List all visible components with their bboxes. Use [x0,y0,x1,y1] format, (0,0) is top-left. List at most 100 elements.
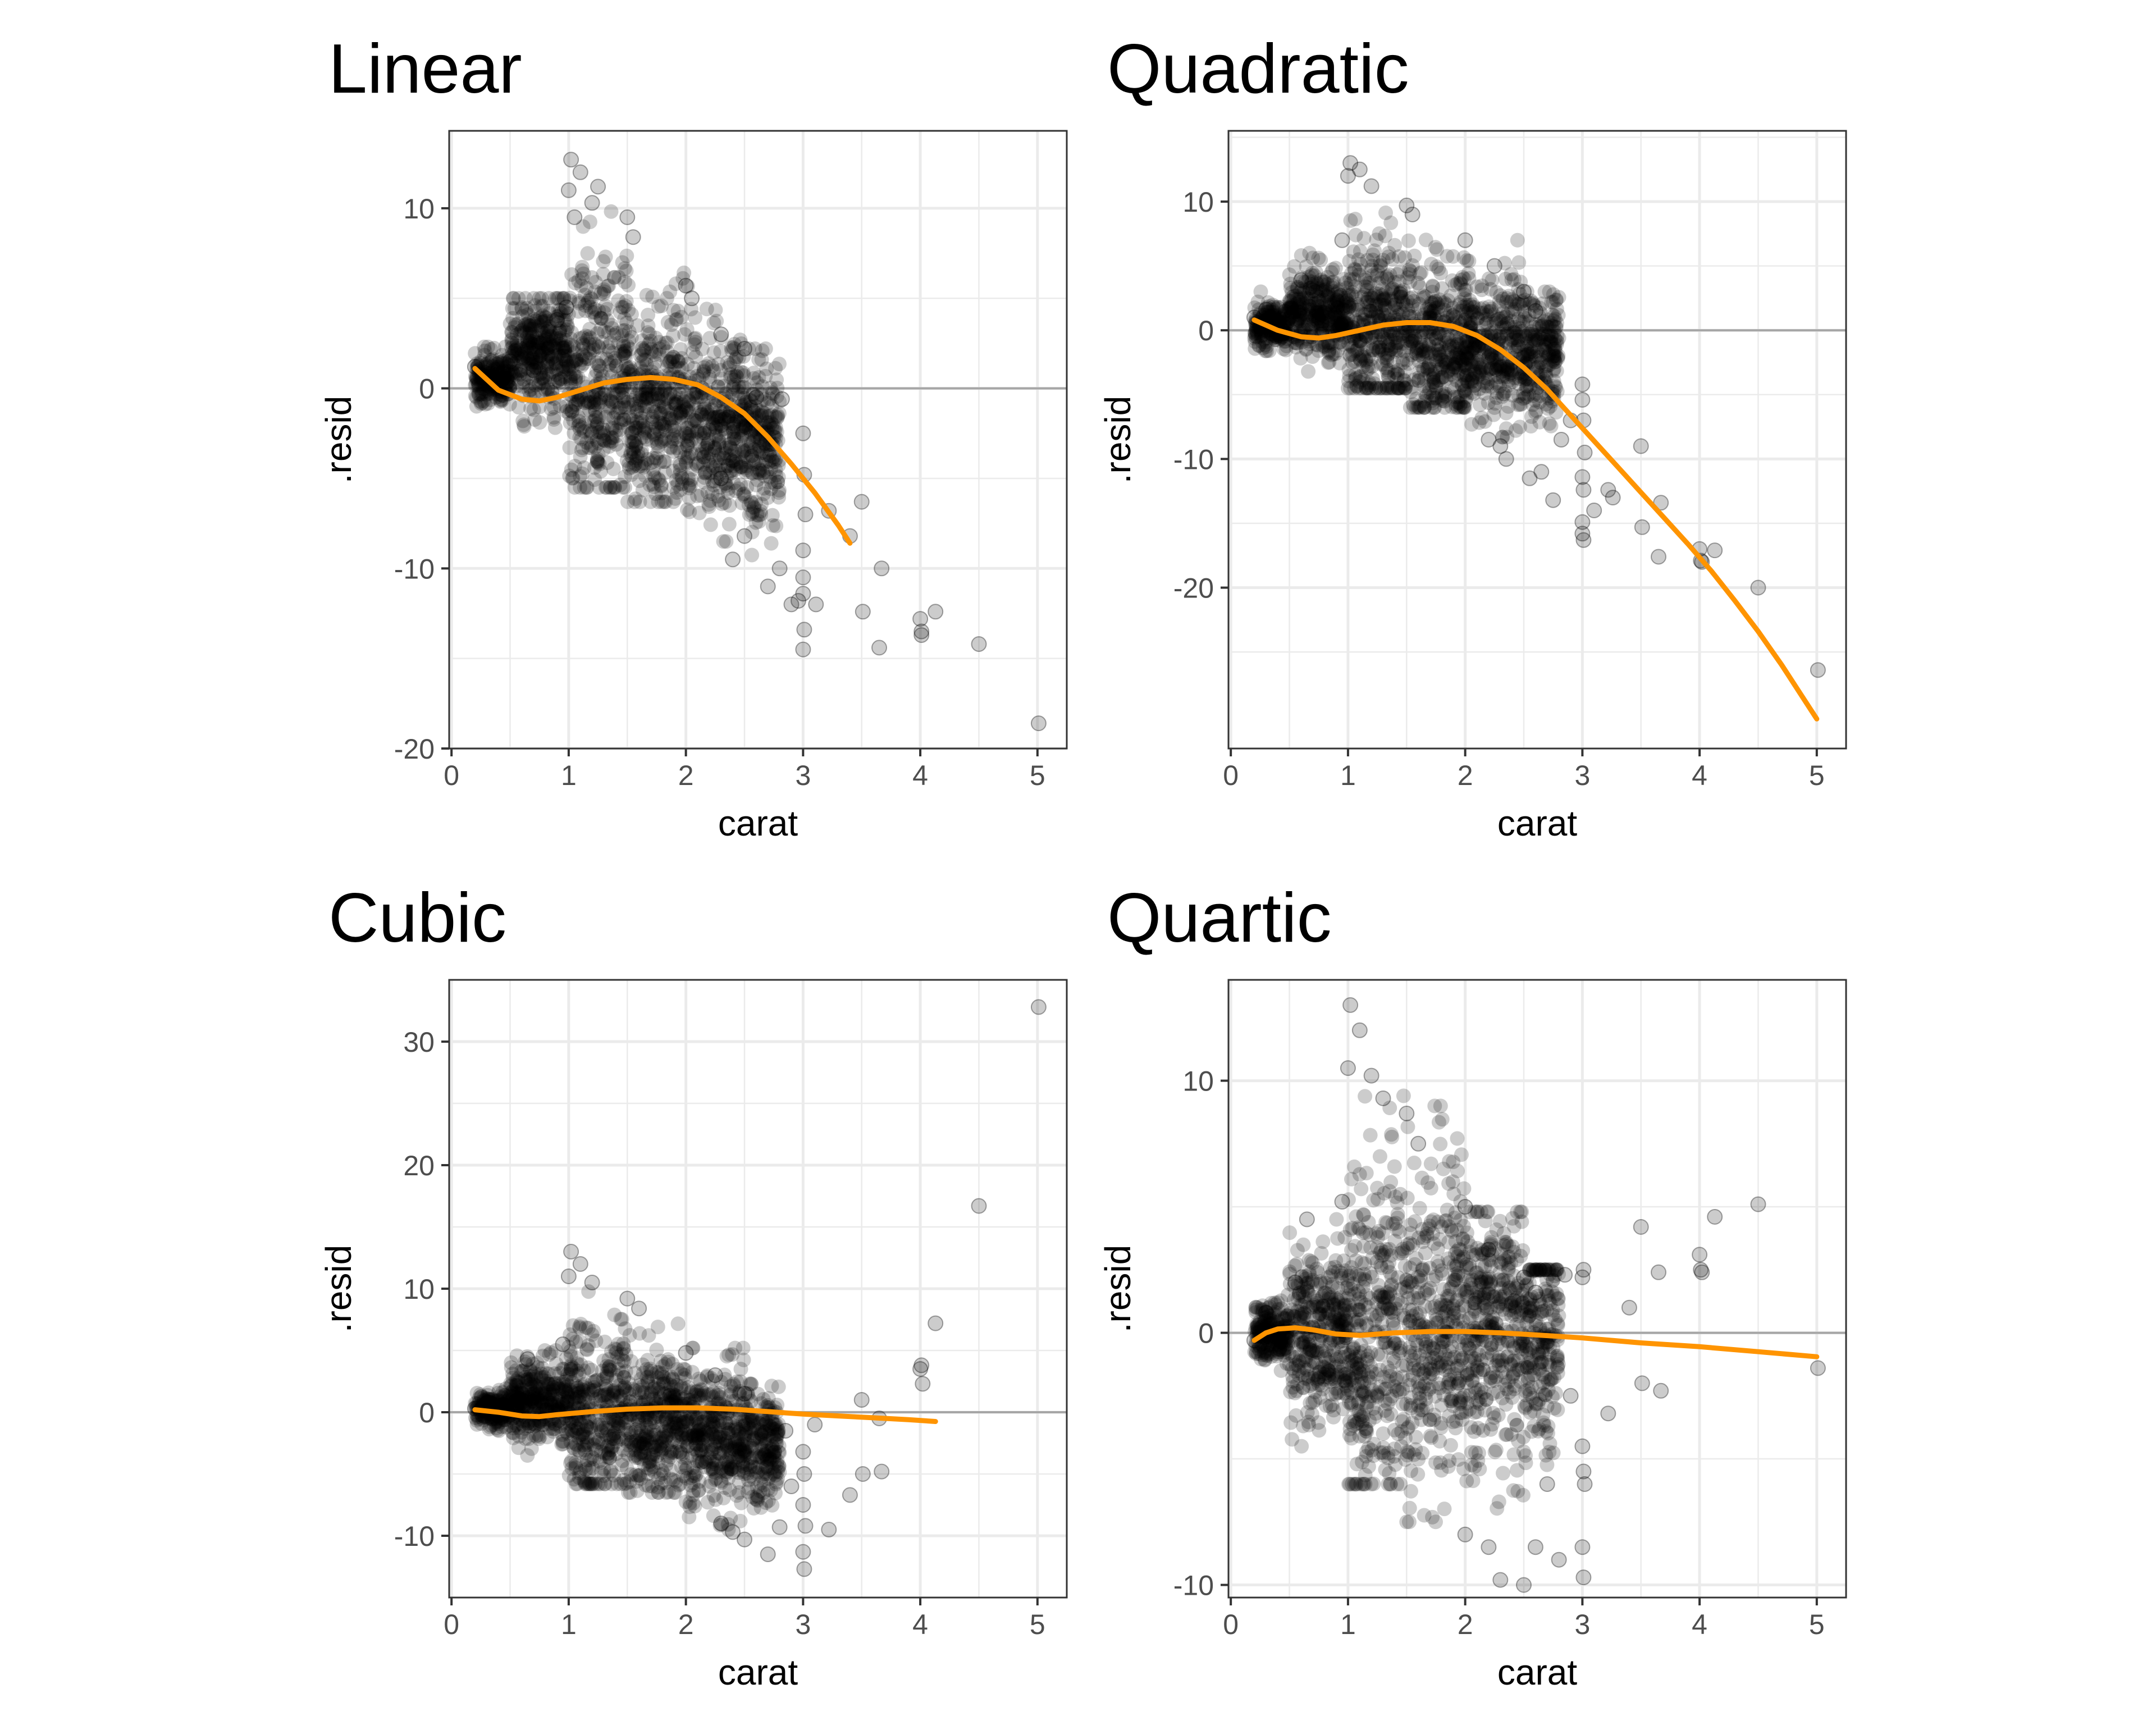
data-point [476,394,491,408]
data-point [688,390,704,404]
data-point [669,485,684,500]
data-point [736,349,751,364]
data-point [556,364,571,379]
data-point [718,476,733,491]
data-point [744,547,760,563]
data-point [509,378,524,394]
data-point [795,641,811,658]
data-point [697,398,712,412]
data-point [657,417,672,432]
data-point [636,460,651,475]
data-point [652,454,668,469]
data-point [519,349,535,364]
data-point [571,273,586,289]
data-point [609,437,624,452]
data-point [668,394,683,409]
data-point [1423,346,1438,361]
data-point [594,311,609,326]
data-point [682,426,697,441]
data-point [620,362,635,377]
data-point [771,560,788,577]
data-point [643,494,658,509]
data-point [646,399,661,414]
data-point [468,346,483,361]
data-point [667,359,682,375]
data-point [513,363,528,378]
data-point [769,372,784,387]
data-point [724,463,739,478]
data-point [1347,354,1363,369]
data-point [650,386,665,401]
data-point [654,477,669,492]
data-point [542,1376,556,1391]
data-point [538,311,554,326]
data-point [551,303,566,317]
data-point [619,263,634,279]
data-point [669,405,684,421]
data-point [481,339,495,354]
data-point [503,364,518,379]
data-point [710,379,725,394]
data-point [650,421,665,436]
data-point [603,480,618,495]
data-point [613,422,627,437]
data-point [568,276,583,291]
data-point [710,409,725,425]
data-point [615,346,631,362]
data-point [568,373,583,389]
data-point [586,340,601,355]
data-point [496,371,511,386]
data-point [717,495,732,510]
data-point [505,366,520,380]
data-point [502,353,518,369]
data-point [519,367,535,382]
x-axis-title: carat [718,803,798,843]
data-point [651,391,665,406]
data-point [627,397,642,412]
data-point [591,436,606,451]
data-point [641,308,656,322]
data-point [584,305,600,320]
data-point [678,454,693,469]
data-point [648,355,663,370]
data-point [728,454,743,469]
data-point [616,300,631,315]
data-point [490,367,505,382]
data-point [490,364,505,379]
data-point [697,401,712,417]
data-point [673,444,688,459]
data-point [509,1393,524,1408]
data-point [702,372,718,387]
data-point [591,339,606,354]
data-point [527,304,542,319]
data-point [553,305,568,321]
data-point [583,440,599,455]
data-point [529,357,545,372]
data-point [657,454,673,469]
data-point [640,389,655,404]
data-point [734,336,749,351]
data-point [561,362,577,377]
data-point [666,328,680,343]
data-point [643,455,659,471]
data-point [469,399,484,414]
data-point [505,349,520,363]
data-point [623,364,638,379]
data-point [495,348,510,363]
data-point [638,387,653,402]
data-point [602,392,618,407]
data-point [538,332,554,347]
data-point [579,480,595,495]
data-point [532,355,547,370]
data-point [577,460,592,475]
data-point [678,426,693,440]
data-point [522,338,537,353]
data-point [736,380,751,395]
data-point [523,348,537,363]
data-point [541,320,556,334]
data-point [471,378,486,394]
data-point [590,433,605,448]
data-point [660,404,675,419]
data-point [602,1464,618,1479]
data-point [721,409,736,424]
